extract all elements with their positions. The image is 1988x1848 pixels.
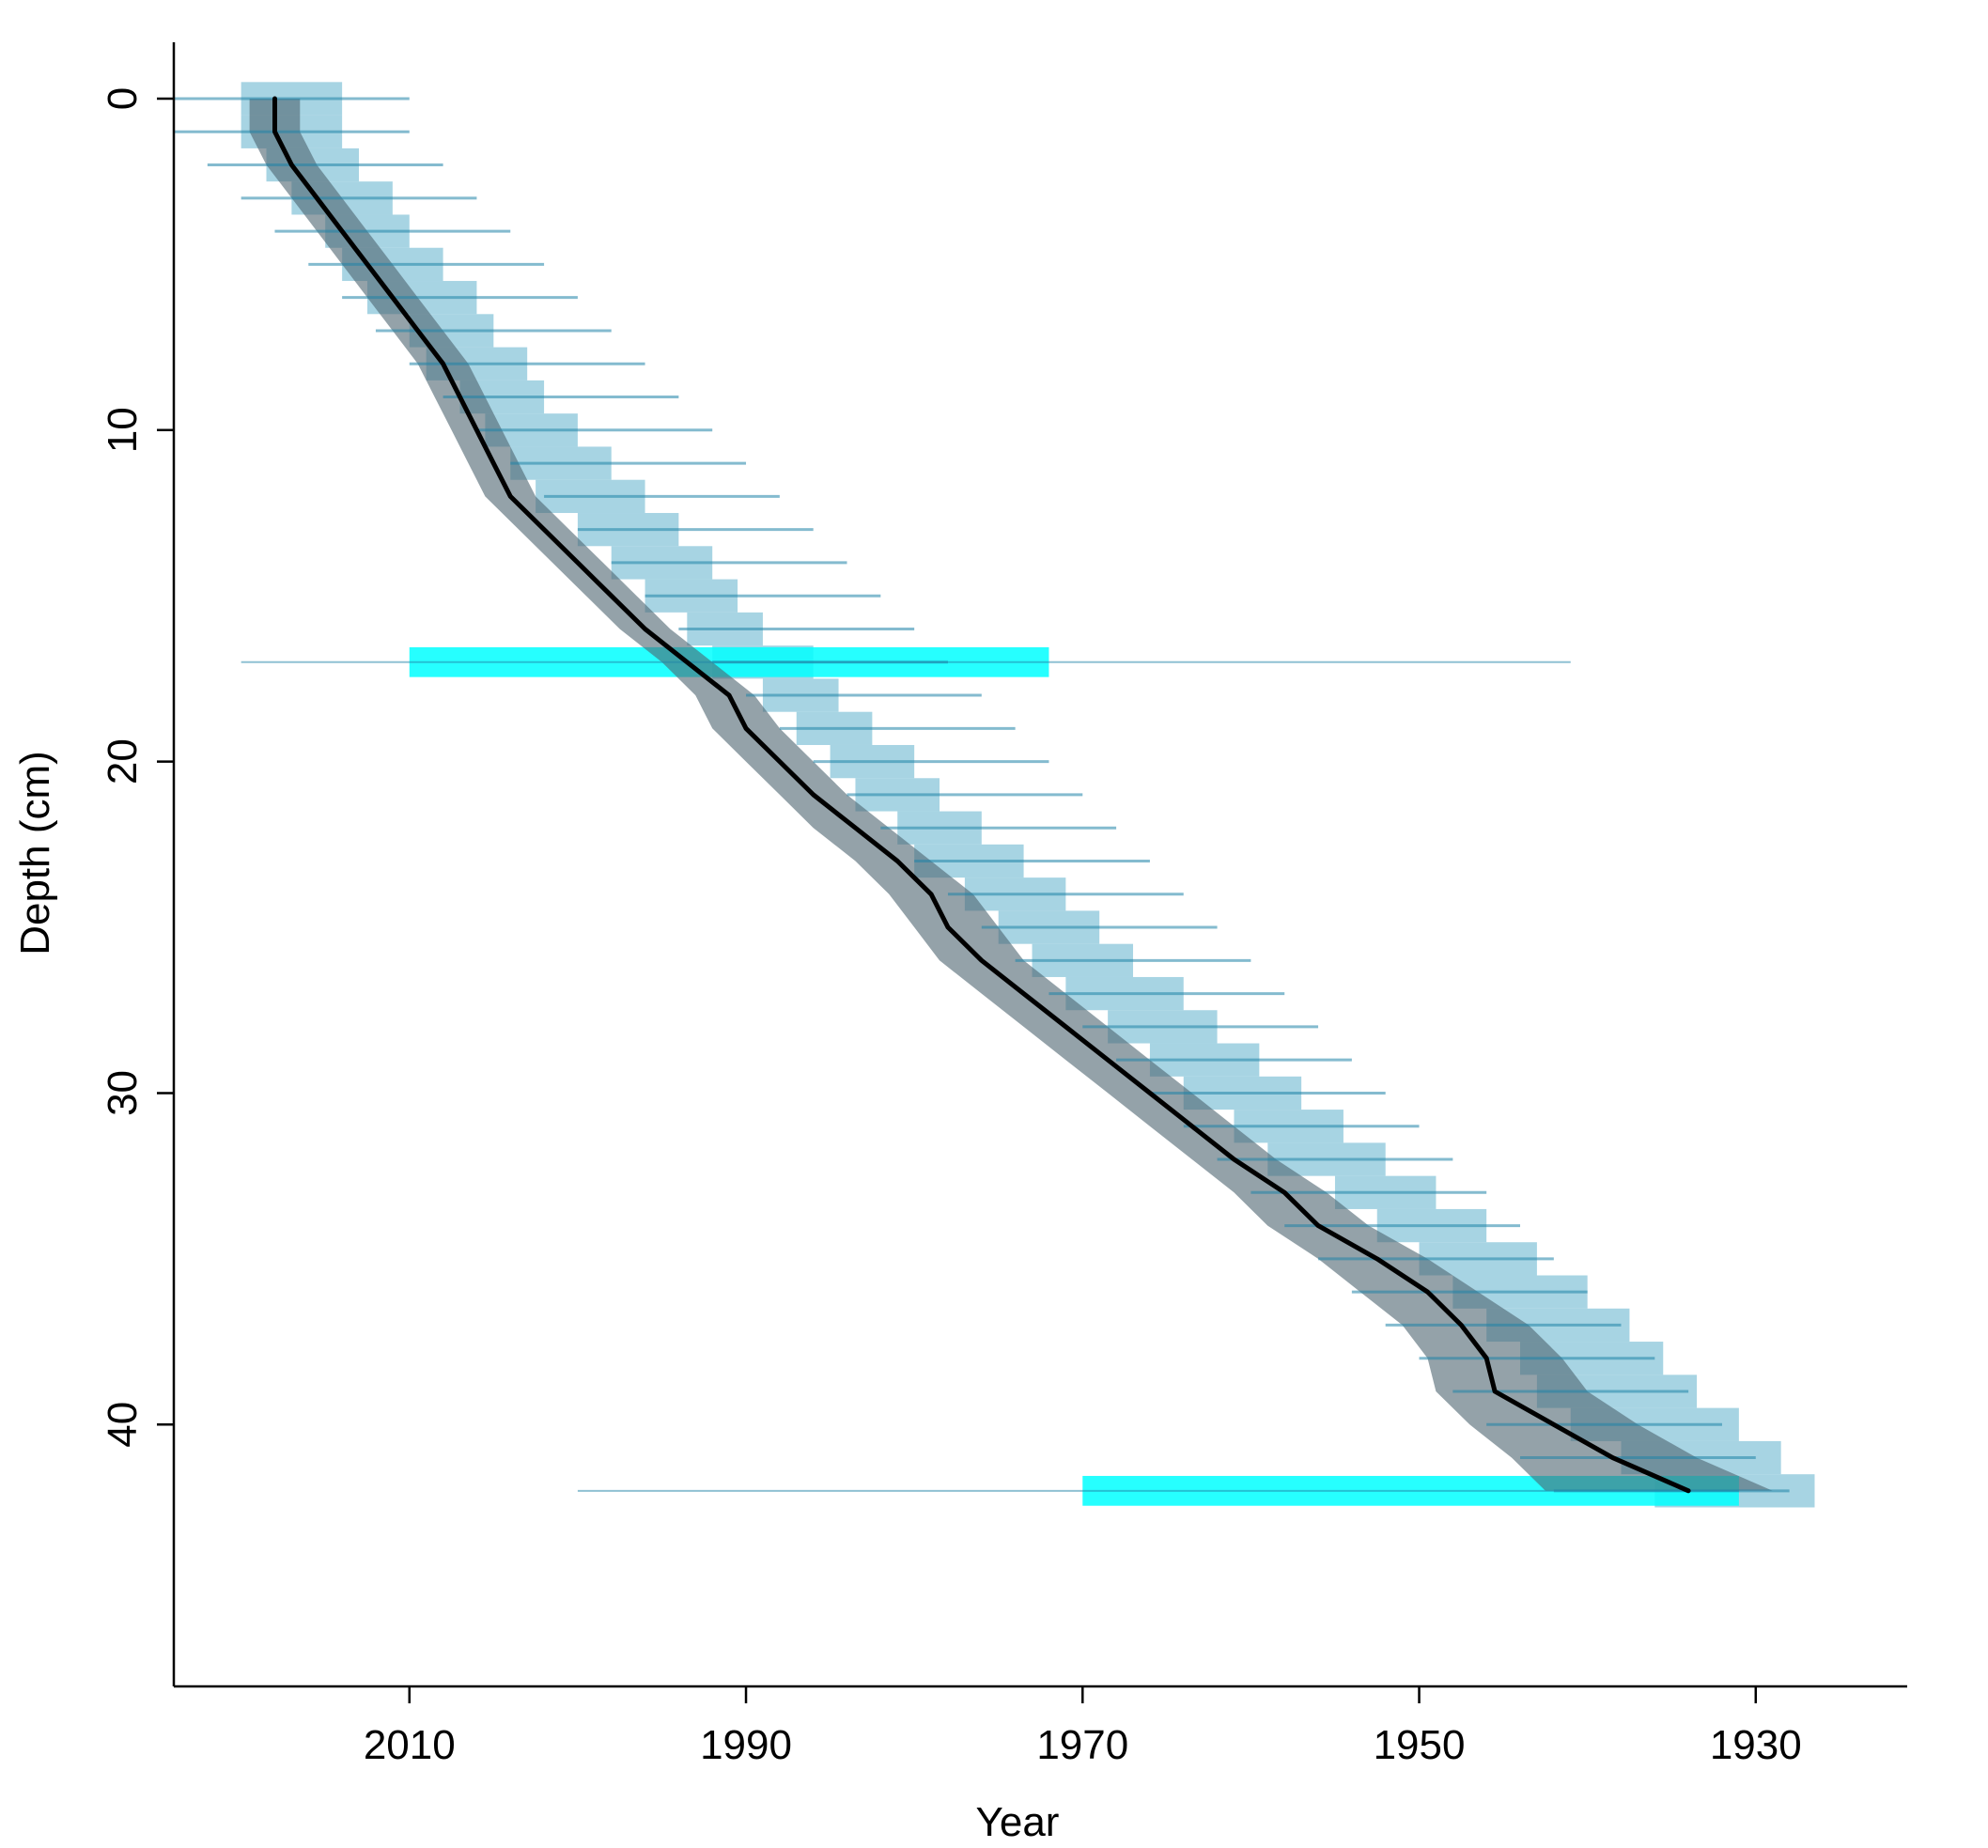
x-tick-label: 2010 [364, 1722, 456, 1768]
x-tick-label: 1990 [700, 1722, 792, 1768]
x-tick-label: 1930 [1710, 1722, 1802, 1768]
y-tick-label: 40 [100, 1402, 146, 1448]
y-tick-label: 30 [100, 1070, 146, 1116]
y-tick-label: 0 [100, 87, 146, 110]
plot-area [174, 82, 1815, 1508]
y-tick-label: 10 [100, 407, 146, 453]
x-axis-title: Year [976, 1799, 1060, 1845]
y-axis-title: Depth (cm) [12, 751, 58, 955]
median-line [272, 96, 1691, 1494]
x-tick-label: 1950 [1374, 1722, 1466, 1768]
y-tick-label: 20 [100, 738, 146, 784]
x-tick-label: 1970 [1036, 1722, 1128, 1768]
axes: 2010 1990 1970 1950 1930 0 10 20 30 40 [100, 42, 1907, 1768]
